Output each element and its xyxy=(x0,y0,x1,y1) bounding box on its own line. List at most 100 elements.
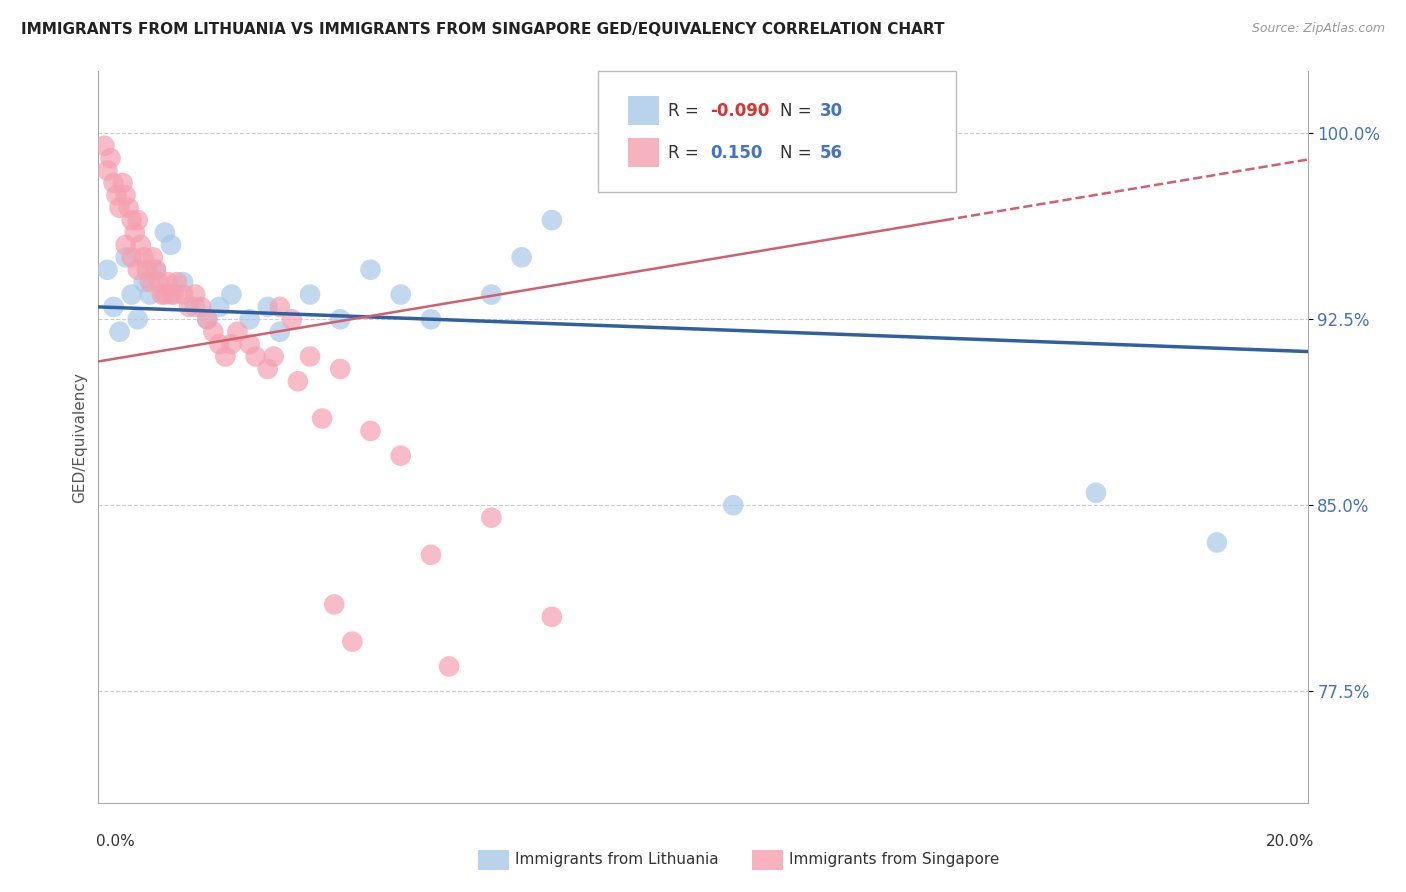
Point xyxy=(108,201,131,215)
Text: IMMIGRANTS FROM LITHUANIA VS IMMIGRANTS FROM SINGAPORE GED/EQUIVALENCY CORRELATI: IMMIGRANTS FROM LITHUANIA VS IMMIGRANTS … xyxy=(21,22,945,37)
Point xyxy=(96,262,118,277)
Point xyxy=(148,275,170,289)
Point xyxy=(202,325,225,339)
Point xyxy=(420,548,443,562)
Point xyxy=(311,411,333,425)
Point xyxy=(195,312,218,326)
Text: Immigrants from Singapore: Immigrants from Singapore xyxy=(789,853,1000,867)
Point xyxy=(93,138,115,153)
Point xyxy=(256,362,278,376)
Point xyxy=(540,610,562,624)
Point xyxy=(160,238,183,252)
Text: Source: ZipAtlas.com: Source: ZipAtlas.com xyxy=(1251,22,1385,36)
Point xyxy=(111,176,134,190)
Point xyxy=(360,262,382,277)
Point xyxy=(124,226,146,240)
Point xyxy=(153,226,176,240)
Point xyxy=(108,325,131,339)
Point xyxy=(360,424,382,438)
Text: Immigrants from Lithuania: Immigrants from Lithuania xyxy=(515,853,718,867)
Point xyxy=(103,300,125,314)
Point xyxy=(723,498,745,512)
Text: N =: N = xyxy=(780,102,817,120)
Point xyxy=(96,163,118,178)
Point xyxy=(145,262,167,277)
Point xyxy=(118,201,141,215)
Point xyxy=(127,213,149,227)
Point xyxy=(269,325,291,339)
Point xyxy=(263,350,285,364)
Point xyxy=(166,275,188,289)
Text: -0.090: -0.090 xyxy=(710,102,769,120)
Point xyxy=(184,300,207,314)
Text: N =: N = xyxy=(780,144,817,161)
Point xyxy=(121,213,143,227)
Point xyxy=(184,287,207,301)
Point xyxy=(100,151,122,165)
Point xyxy=(208,300,231,314)
Point xyxy=(208,337,231,351)
Point xyxy=(172,287,194,301)
Y-axis label: GED/Equivalency: GED/Equivalency xyxy=(72,372,87,502)
Point xyxy=(114,188,136,202)
Point xyxy=(139,275,162,289)
Point xyxy=(172,275,194,289)
Point xyxy=(142,250,165,264)
Text: 0.0%: 0.0% xyxy=(96,834,135,849)
Text: R =: R = xyxy=(668,144,704,161)
Point xyxy=(103,176,125,190)
Point xyxy=(540,213,562,227)
Point xyxy=(214,350,236,364)
Point xyxy=(150,287,173,301)
Point xyxy=(121,287,143,301)
Text: 20.0%: 20.0% xyxy=(1267,834,1315,849)
Point xyxy=(481,287,503,301)
Point xyxy=(135,262,157,277)
Point xyxy=(239,312,262,326)
Point xyxy=(281,312,304,326)
Point xyxy=(287,374,309,388)
Point xyxy=(420,312,443,326)
Point xyxy=(239,337,262,351)
Text: R =: R = xyxy=(668,102,704,120)
Point xyxy=(226,325,249,339)
Point xyxy=(114,250,136,264)
Point xyxy=(329,312,352,326)
Point xyxy=(1206,535,1229,549)
Point xyxy=(153,287,176,301)
Point xyxy=(163,287,186,301)
Point xyxy=(145,262,167,277)
Text: 56: 56 xyxy=(820,144,842,161)
Point xyxy=(127,262,149,277)
Point xyxy=(1085,486,1108,500)
Point xyxy=(437,659,460,673)
Point xyxy=(329,362,352,376)
Point xyxy=(121,250,143,264)
Point xyxy=(510,250,533,264)
Point xyxy=(190,300,212,314)
Point xyxy=(323,598,346,612)
Point xyxy=(389,287,412,301)
Point xyxy=(221,337,243,351)
Text: 30: 30 xyxy=(820,102,842,120)
Point xyxy=(179,300,201,314)
Point xyxy=(342,634,364,648)
Point xyxy=(139,287,162,301)
Point xyxy=(299,350,322,364)
Point xyxy=(160,287,183,301)
Text: 0.150: 0.150 xyxy=(710,144,762,161)
Point xyxy=(129,238,152,252)
Point xyxy=(156,275,179,289)
Point xyxy=(221,287,243,301)
Point xyxy=(481,510,503,524)
Point xyxy=(132,275,155,289)
Point xyxy=(256,300,278,314)
Point xyxy=(132,250,155,264)
Point xyxy=(195,312,218,326)
Point xyxy=(389,449,412,463)
Point xyxy=(114,238,136,252)
Point xyxy=(269,300,291,314)
Point xyxy=(127,312,149,326)
Point xyxy=(299,287,322,301)
Point xyxy=(245,350,267,364)
